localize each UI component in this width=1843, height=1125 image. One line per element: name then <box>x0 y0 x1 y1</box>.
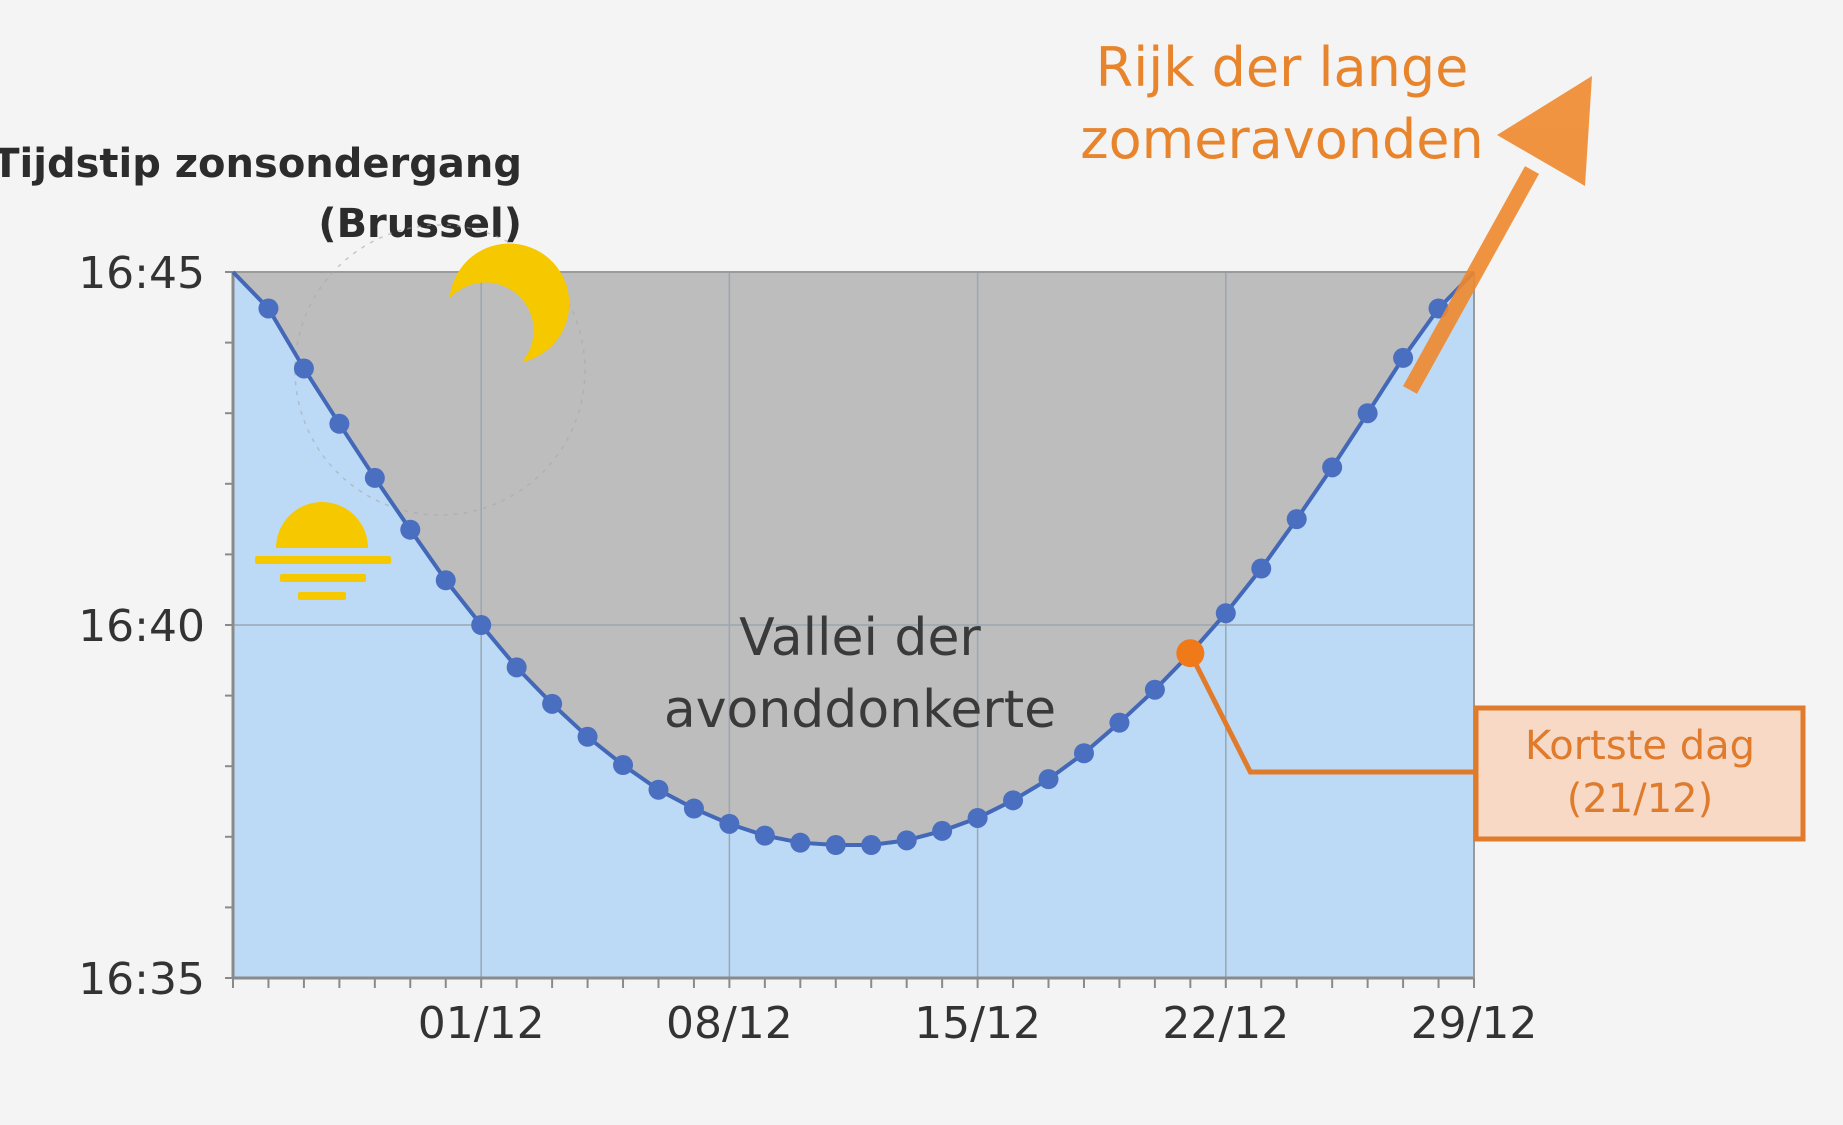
data-point <box>932 820 953 841</box>
shortest-day-point <box>1176 639 1205 668</box>
data-point <box>1357 403 1378 424</box>
data-point <box>1286 509 1307 530</box>
data-point <box>1215 603 1236 624</box>
callout-connector <box>1188 652 1476 775</box>
data-point <box>1038 769 1059 790</box>
summer-annotation-line1: Rijk der lange <box>1096 36 1469 99</box>
data-point <box>613 755 634 776</box>
data-point <box>329 413 350 434</box>
sun-icon <box>255 502 391 600</box>
data-point <box>293 358 314 379</box>
summer-annotation-line2: zomeravonden <box>1080 108 1483 171</box>
data-point <box>1322 457 1343 478</box>
summer-arrow <box>1403 76 1592 394</box>
data-point <box>790 832 811 853</box>
data-point <box>1003 790 1024 811</box>
x-tick-label: 29/12 <box>1411 998 1538 1049</box>
kortste-dag-label-line1: Kortste dag <box>1525 723 1755 769</box>
data-point <box>1251 558 1272 579</box>
y-tick-label: 16:40 <box>78 601 205 652</box>
data-point <box>1144 679 1165 700</box>
data-point <box>648 779 669 800</box>
data-point <box>364 467 385 488</box>
data-point <box>1073 743 1094 764</box>
valley-annotation-line2: avonddonkerte <box>664 680 1056 740</box>
y-tick-label: 16:45 <box>78 248 205 299</box>
data-point <box>435 570 456 591</box>
valley-annotation-line1: Vallei der <box>739 608 981 668</box>
data-point <box>506 657 527 678</box>
data-point <box>861 835 882 856</box>
x-tick-label: 15/12 <box>914 998 1041 1049</box>
y-tick-label: 16:35 <box>78 954 205 1005</box>
data-point <box>471 615 492 635</box>
y-axis-title-line1: Tijdstip zonsondergang <box>0 141 522 187</box>
x-tick-label: 22/12 <box>1162 998 1289 1049</box>
above-curve-area <box>233 272 1474 846</box>
data-point <box>1109 712 1130 733</box>
data-point <box>258 298 279 319</box>
data-point <box>754 825 775 846</box>
data-point <box>825 835 846 856</box>
data-point <box>683 798 704 819</box>
data-point <box>719 813 740 834</box>
data-point <box>577 726 598 747</box>
kortste-dag-box: Kortste dag (21/12) <box>1473 705 1806 842</box>
data-point <box>542 693 563 714</box>
x-tick-label: 08/12 <box>666 998 793 1049</box>
minor-ticks <box>225 271 1475 988</box>
data-point <box>967 807 988 828</box>
series-line <box>231 270 1476 848</box>
data-point <box>400 519 421 540</box>
x-tick-label: 01/12 <box>418 998 545 1049</box>
data-point <box>1393 347 1414 368</box>
data-point <box>896 830 917 851</box>
moon-icon <box>294 224 586 516</box>
kortste-dag-label-line2: (21/12) <box>1567 776 1713 822</box>
y-axis-title-line2: (Brussel) <box>318 201 522 247</box>
